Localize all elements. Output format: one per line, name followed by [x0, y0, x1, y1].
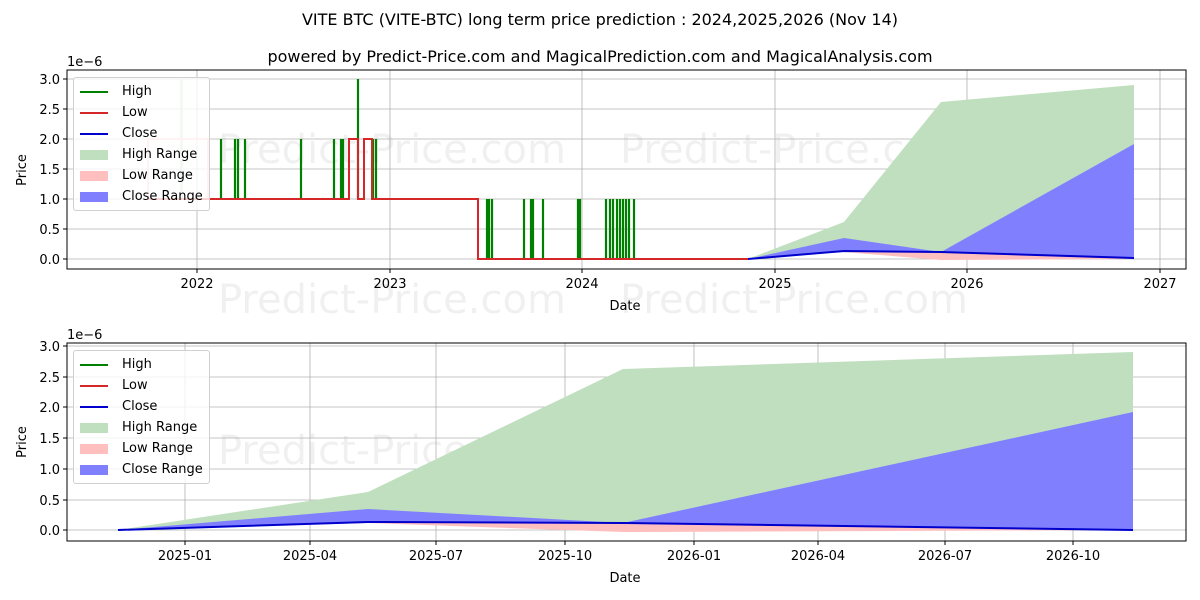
legend-label: Low Range — [122, 441, 193, 456]
legend-item-low: Low — [80, 375, 203, 396]
top-plot-area: 3.0 2.5 2.0 1.5 1.0 0.5 0.0 2022 2023 20… — [15, 55, 1187, 314]
legend-label: Close — [122, 399, 158, 414]
bottom-xtick: 2025-04 — [283, 549, 337, 564]
svg-text:Predict-Price.com: Predict-Price.com — [218, 127, 566, 173]
bottom-xtick: 2025-01 — [158, 549, 212, 564]
legend-label: High — [122, 84, 152, 99]
legend-label: High Range — [122, 147, 198, 162]
top-ytick: 0.0 — [39, 253, 60, 268]
legend-label: Close Range — [122, 189, 203, 204]
high-line-swatch — [80, 90, 108, 93]
top-ylabel: Price — [15, 154, 30, 186]
legend-label: Close Range — [122, 462, 203, 477]
legend-item-high-range: High Range — [80, 144, 203, 165]
bottom-plot-area: 3.0 2.5 2.0 1.5 1.0 0.5 0.0 2025-01 2025… — [15, 328, 1187, 586]
legend-label: Low — [122, 105, 148, 120]
bottom-xtick: 2026-07 — [918, 549, 972, 564]
svg-text:Predict-Price.com: Predict-Price.com — [218, 277, 566, 323]
bottom-ytick: 0.5 — [39, 494, 60, 509]
bottom-legend: High Low Close High Range Low Range Clos… — [73, 350, 210, 484]
bottom-ytick: 2.5 — [39, 371, 60, 386]
top-low-line — [148, 138, 748, 260]
top-low-range-area — [748, 251, 1134, 260]
bottom-ytick: 3.0 — [39, 340, 60, 355]
legend-item-high-range: High Range — [80, 417, 203, 438]
bottom-xtick: 2026-01 — [667, 549, 721, 564]
top-legend: High Low Close High Range Low Range Clos… — [73, 77, 210, 211]
top-xtick: 2026 — [950, 277, 983, 292]
close-line-swatch — [80, 132, 108, 135]
close-range-swatch — [80, 464, 108, 475]
bottom-offset-label: 1e−6 — [67, 328, 102, 343]
top-xlabel: Date — [609, 299, 640, 314]
legend-label: Low Range — [122, 168, 193, 183]
top-ytick: 2.5 — [39, 103, 60, 118]
top-close-line — [747, 249, 1135, 260]
bottom-ytick: 2.0 — [39, 401, 60, 416]
bottom-ylabel: Price — [15, 426, 30, 458]
top-xtick: 2022 — [180, 277, 213, 292]
legend-label: High — [122, 357, 152, 372]
bottom-low-range-area — [118, 522, 1133, 532]
legend-label: Low — [122, 378, 148, 393]
bottom-xtick: 2026-10 — [1046, 549, 1100, 564]
top-close-range-area — [748, 144, 1134, 259]
close-range-swatch — [80, 191, 108, 202]
high-range-swatch — [80, 149, 108, 160]
top-ytick: 1.5 — [39, 163, 60, 178]
legend-item-high: High — [80, 354, 203, 375]
bottom-ytick: 0.0 — [39, 524, 60, 539]
bottom-xtick: 2025-10 — [538, 549, 592, 564]
top-xtick: 2024 — [565, 277, 598, 292]
svg-text:Predict-Price.com: Predict-Price.com — [620, 277, 968, 323]
top-ytick: 2.0 — [39, 133, 60, 148]
top-xtick: 2025 — [758, 277, 791, 292]
legend-item-low-range: Low Range — [80, 438, 203, 459]
high-line-swatch — [80, 363, 108, 366]
legend-item-low-range: Low Range — [80, 165, 203, 186]
low-range-swatch — [80, 170, 108, 181]
bottom-xtick: 2026-04 — [791, 549, 845, 564]
low-range-swatch — [80, 443, 108, 454]
top-xtick: 2023 — [373, 277, 406, 292]
legend-item-close: Close — [80, 396, 203, 417]
legend-item-close-range: Close Range — [80, 459, 203, 480]
legend-label: Close — [122, 126, 158, 141]
bottom-close-line — [117, 520, 1134, 531]
chart-subtitle: powered by Predict-Price.com and Magical… — [267, 47, 933, 66]
top-ytick: 3.0 — [39, 73, 60, 88]
top-xtick: 2027 — [1143, 277, 1176, 292]
bottom-ytick: 1.0 — [39, 463, 60, 478]
bottom-xlabel: Date — [609, 571, 640, 586]
legend-item-close: Close — [80, 123, 203, 144]
legend-item-close-range: Close Range — [80, 186, 203, 207]
close-line-swatch — [80, 405, 108, 408]
low-line-swatch — [80, 384, 108, 387]
low-line-swatch — [80, 111, 108, 114]
bottom-close-range-area — [118, 412, 1133, 530]
legend-item-low: Low — [80, 102, 203, 123]
legend-item-high: High — [80, 81, 203, 102]
bottom-ytick: 1.5 — [39, 432, 60, 447]
top-offset-label: 1e−6 — [67, 55, 102, 70]
top-ytick: 0.5 — [39, 223, 60, 238]
high-range-swatch — [80, 422, 108, 433]
bottom-xtick: 2025-07 — [409, 549, 463, 564]
legend-label: High Range — [122, 420, 198, 435]
top-ytick: 1.0 — [39, 193, 60, 208]
chart-title: VITE BTC (VITE-BTC) long term price pred… — [301, 10, 899, 29]
